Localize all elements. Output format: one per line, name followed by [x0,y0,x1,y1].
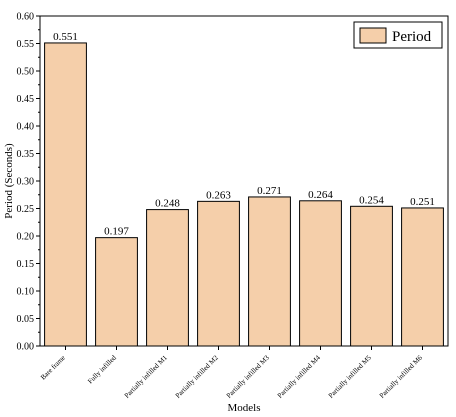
x-tick-label: Partially infilled M2 [174,353,220,399]
bar [401,207,444,347]
bar [248,196,291,347]
data-label: 0.197 [104,226,129,238]
bar [44,42,87,347]
x-tick-label: Bare frame [39,354,67,382]
y-tick-label: 0.15 [17,259,35,270]
data-label: 0.551 [53,31,78,43]
bar [146,209,189,347]
y-tick-label: 0.25 [17,204,35,215]
y-tick-label: 0.30 [17,177,35,188]
data-label: 0.271 [257,185,282,197]
bar [299,200,342,347]
x-tick-label: Partially infilled M3 [225,353,271,399]
y-tick-label: 0.35 [17,149,35,160]
data-label: 0.254 [359,194,384,206]
y-tick-label: 0.60 [17,12,35,23]
y-tick-label: 0.20 [17,232,35,243]
y-tick-label: 0.00 [17,342,35,353]
x-tick-label: Partially infilled M6 [378,353,424,399]
data-label: 0.248 [155,198,180,210]
y-tick-label: 0.05 [17,314,35,325]
legend-swatch [359,27,387,44]
x-tick-label: Partially infilled M5 [327,353,373,399]
bar [350,205,393,347]
x-tick-label: Partially infilled M4 [276,353,322,399]
data-label: 0.264 [308,189,333,201]
x-axis-title: Models [228,402,261,414]
bar [197,200,240,347]
legend: Period [353,21,443,49]
y-axis-title: Period (Seconds) [3,143,15,219]
x-axis: Bare frame Fully infilled Partially infill… [39,346,424,400]
y-tick-label: 0.50 [17,67,35,78]
y-tick-label: 0.55 [17,39,35,50]
legend-label: Period [392,29,432,45]
y-tick-label: 0.10 [17,287,35,298]
y-axis: 0.00 0.05 0.10 0.15 0.20 0.25 0.30 0.35 0.40 0.45… [17,12,40,353]
x-tick-label: Partially infilled M1 [123,353,169,399]
bars: 0.551 0.197 0.248 0.263 0.271 0.264 0.254 0.251 [44,31,444,347]
y-tick-label: 0.40 [17,122,35,133]
data-label: 0.251 [410,196,435,208]
y-tick-label: 0.45 [17,94,35,105]
data-label: 0.263 [206,189,231,201]
bar [95,237,138,347]
x-tick-label: Fully infilled [86,353,118,385]
